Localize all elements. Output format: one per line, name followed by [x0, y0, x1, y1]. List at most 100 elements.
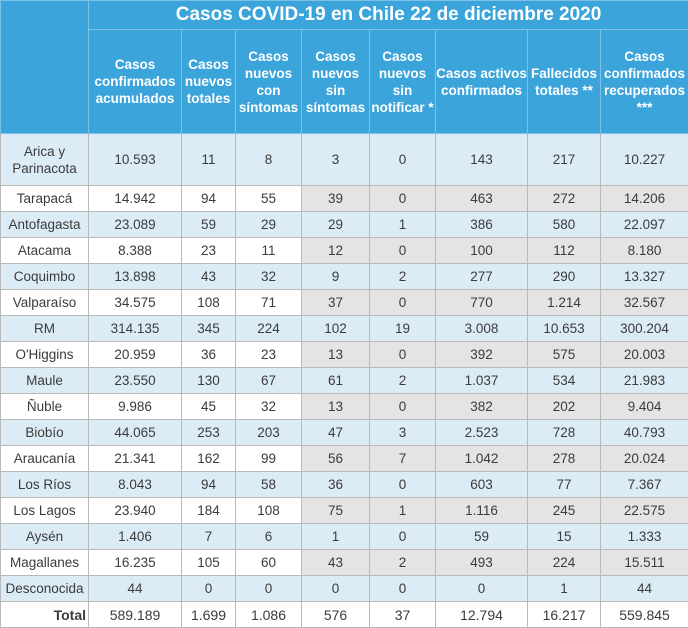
- value-cell: 21.983: [601, 368, 688, 394]
- value-cell: 39: [302, 186, 370, 212]
- value-cell: 0: [370, 394, 436, 420]
- region-cell: Magallanes: [1, 550, 89, 576]
- value-cell: 728: [528, 420, 601, 446]
- value-cell: 36: [302, 472, 370, 498]
- value-cell: 108: [182, 290, 236, 316]
- value-cell: 108: [236, 498, 302, 524]
- value-cell: 1.333: [601, 524, 688, 550]
- value-cell: 277: [436, 264, 528, 290]
- value-cell: 1: [370, 498, 436, 524]
- value-cell: 534: [528, 368, 601, 394]
- value-cell: 575: [528, 342, 601, 368]
- value-cell: 11: [236, 238, 302, 264]
- value-cell: 13.327: [601, 264, 688, 290]
- value-cell: 10.653: [528, 316, 601, 342]
- value-cell: 0: [370, 524, 436, 550]
- value-cell: 580: [528, 212, 601, 238]
- header-cell: Casos nuevos sin síntomas: [302, 30, 370, 134]
- value-cell: 3.008: [436, 316, 528, 342]
- value-cell: 2: [370, 264, 436, 290]
- corner-cell: [1, 1, 89, 134]
- value-cell: 7: [182, 524, 236, 550]
- value-cell: 75: [302, 498, 370, 524]
- value-cell: 1.116: [436, 498, 528, 524]
- value-cell: 100: [436, 238, 528, 264]
- region-cell: Biobío: [1, 420, 89, 446]
- region-cell: Valparaíso: [1, 290, 89, 316]
- value-cell: 0: [370, 576, 436, 602]
- value-cell: 0: [236, 576, 302, 602]
- value-cell: 603: [436, 472, 528, 498]
- value-cell: 314.135: [89, 316, 182, 342]
- value-cell: 2: [370, 368, 436, 394]
- total-value-cell: 589.189: [89, 602, 182, 628]
- total-value-cell: 576: [302, 602, 370, 628]
- value-cell: 71: [236, 290, 302, 316]
- value-cell: 382: [436, 394, 528, 420]
- value-cell: 44: [89, 576, 182, 602]
- value-cell: 6: [236, 524, 302, 550]
- value-cell: 1.037: [436, 368, 528, 394]
- value-cell: 253: [182, 420, 236, 446]
- value-cell: 130: [182, 368, 236, 394]
- value-cell: 44.065: [89, 420, 182, 446]
- value-cell: 13: [302, 394, 370, 420]
- value-cell: 0: [370, 472, 436, 498]
- value-cell: 10.593: [89, 134, 182, 186]
- value-cell: 40.793: [601, 420, 688, 446]
- value-cell: 1: [302, 524, 370, 550]
- value-cell: 14.942: [89, 186, 182, 212]
- value-cell: 203: [236, 420, 302, 446]
- value-cell: 44: [601, 576, 688, 602]
- header-cell: Casos nuevos sin notificar *: [370, 30, 436, 134]
- value-cell: 0: [370, 290, 436, 316]
- value-cell: 16.235: [89, 550, 182, 576]
- value-cell: 21.341: [89, 446, 182, 472]
- region-cell: Arica y Parinacota: [1, 134, 89, 186]
- region-cell: Maule: [1, 368, 89, 394]
- value-cell: 8.043: [89, 472, 182, 498]
- region-cell: Los Lagos: [1, 498, 89, 524]
- value-cell: 217: [528, 134, 601, 186]
- value-cell: 102: [302, 316, 370, 342]
- value-cell: 60: [236, 550, 302, 576]
- value-cell: 463: [436, 186, 528, 212]
- value-cell: 8.180: [601, 238, 688, 264]
- value-cell: 278: [528, 446, 601, 472]
- value-cell: 3: [370, 420, 436, 446]
- value-cell: 162: [182, 446, 236, 472]
- value-cell: 1.214: [528, 290, 601, 316]
- value-cell: 143: [436, 134, 528, 186]
- total-value-cell: 12.794: [436, 602, 528, 628]
- value-cell: 13.898: [89, 264, 182, 290]
- value-cell: 8.388: [89, 238, 182, 264]
- value-cell: 290: [528, 264, 601, 290]
- value-cell: 43: [302, 550, 370, 576]
- value-cell: 36: [182, 342, 236, 368]
- value-cell: 94: [182, 472, 236, 498]
- value-cell: 7: [370, 446, 436, 472]
- value-cell: 13: [302, 342, 370, 368]
- value-cell: 99: [236, 446, 302, 472]
- value-cell: 8: [236, 134, 302, 186]
- header-cell: Casos nuevos totales: [182, 30, 236, 134]
- value-cell: 10.227: [601, 134, 688, 186]
- value-cell: 0: [182, 576, 236, 602]
- region-cell: Tarapacá: [1, 186, 89, 212]
- value-cell: 43: [182, 264, 236, 290]
- value-cell: 61: [302, 368, 370, 394]
